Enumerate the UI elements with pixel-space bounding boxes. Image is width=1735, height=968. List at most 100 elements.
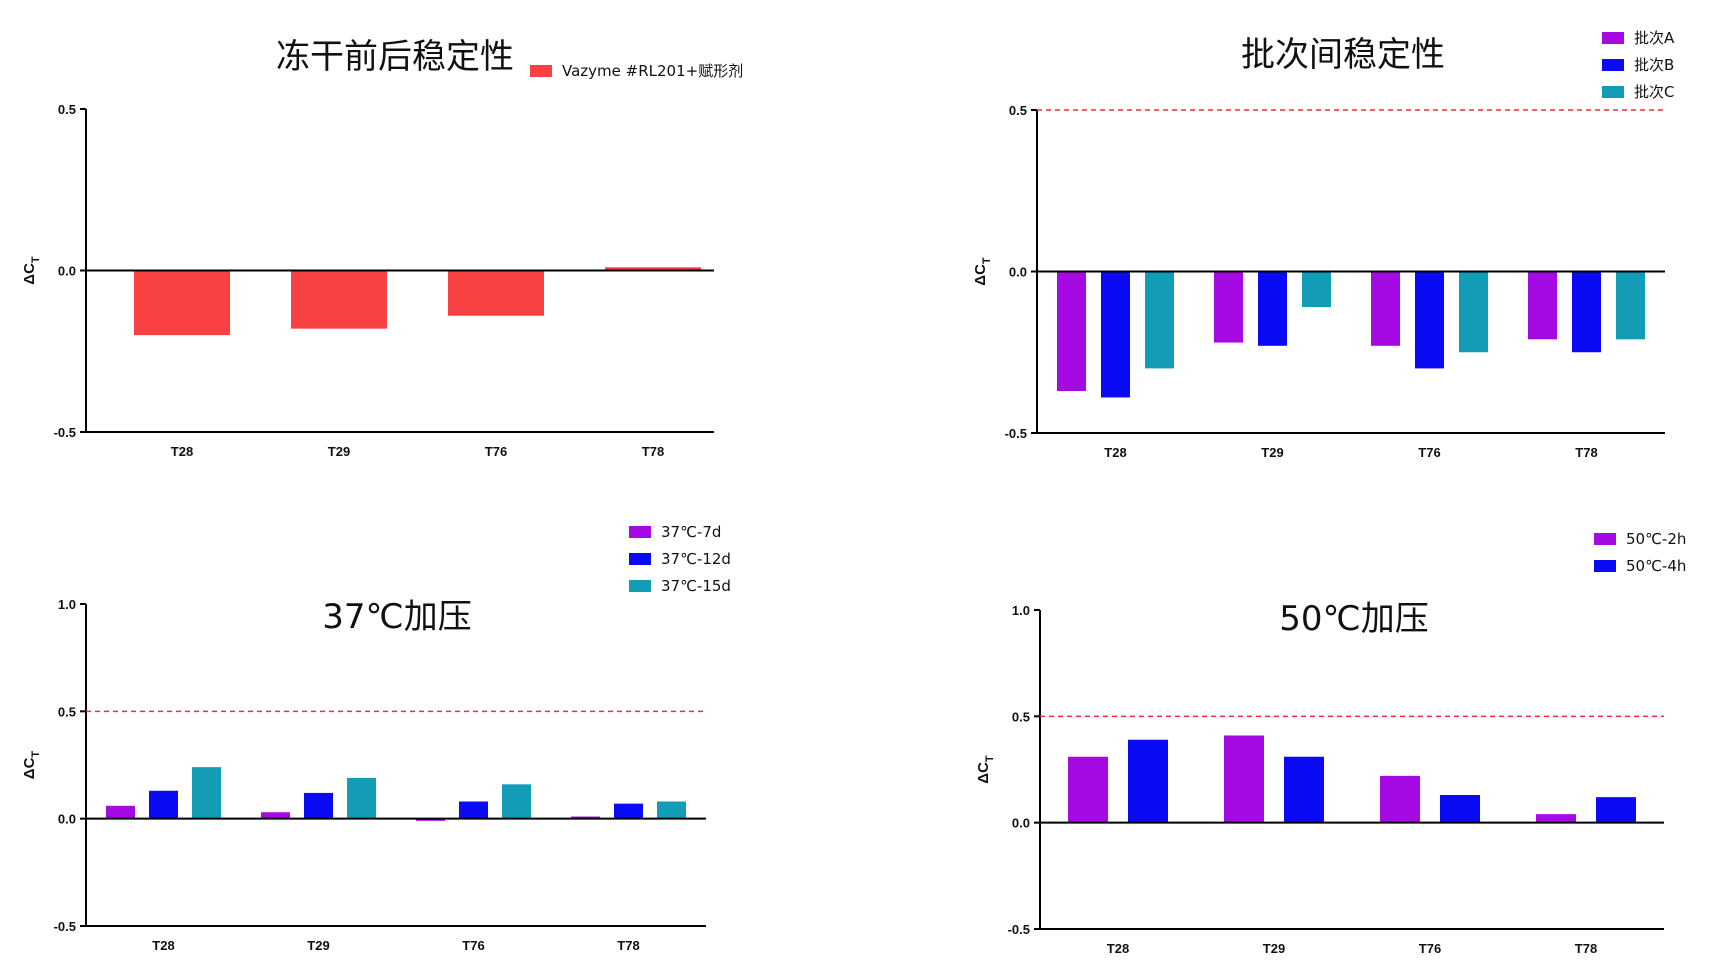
bar-T28-1: [1057, 271, 1086, 392]
y-axis-label-main: ΔC: [21, 263, 38, 285]
bar-T29-1: [1214, 271, 1243, 343]
y-tick-label: 0.0: [58, 264, 76, 279]
y-tick-label: -0.5: [54, 919, 76, 934]
chart-panel-50c: 50℃加压 -0.5 0.0 0.5 1.0 ΔCT T28 T29 T76 T78 50℃-2h 5…: [975, 530, 1686, 956]
bar-T28-2: [149, 790, 178, 819]
bar-T76-2: [1415, 271, 1444, 369]
legend-label: Vazyme #RL201+赋形剂: [562, 62, 743, 80]
legend-swatch: [1594, 533, 1616, 545]
bar-T76-1: [1371, 271, 1400, 346]
x-tick-label: T76: [462, 938, 484, 953]
bar-T76-2: [1440, 795, 1480, 823]
legend-swatch: [1594, 560, 1616, 572]
x-tick-label: T29: [307, 938, 329, 953]
bar-T76-1: [448, 270, 544, 316]
bar-T29-2: [1284, 756, 1324, 823]
y-axis-label-sub: T: [984, 755, 996, 762]
y-axis-label-sub: T: [981, 257, 993, 264]
legend-label: 批次B: [1634, 56, 1674, 74]
x-tick-label: T29: [328, 444, 350, 459]
bar-T29-3: [347, 777, 376, 819]
bar-T29-3: [1302, 271, 1331, 308]
x-tick-label: T78: [1575, 445, 1597, 460]
x-tick-label: T29: [1261, 445, 1283, 460]
legend-swatch: [629, 553, 651, 565]
bar-T28-3: [192, 767, 221, 819]
y-tick-label: 0.5: [58, 102, 76, 117]
y-tick-label: 0.5: [58, 704, 76, 719]
legend-label: 50℃-2h: [1626, 530, 1686, 548]
bar-T78-3: [657, 801, 686, 819]
legend-swatch: [1602, 32, 1624, 44]
bar-T78-3: [1616, 271, 1645, 340]
x-tick-label: T78: [642, 444, 664, 459]
bar-T78-2: [1596, 797, 1636, 823]
x-tick-label: T28: [1107, 941, 1129, 956]
y-axis-label-main: ΔC: [975, 762, 992, 784]
chart-panel-freeze-dry: 冻干前后稳定性 -0.5 0.0 0.5 ΔCT T28 T29 T76 T78 Vazyme #…: [21, 37, 743, 459]
legend-swatch: [629, 580, 651, 592]
legend-label: 37℃-7d: [661, 523, 721, 541]
chart-panel-batch: 批次间稳定性 -0.5 0.0 0.5 ΔCT T28 T29 T76 T78 批次A 批次B 批次C: [972, 29, 1675, 460]
chart-title: 冻干前后稳定性: [276, 37, 514, 77]
bar-T29-2: [1258, 271, 1287, 346]
bar-T29-2: [304, 792, 333, 819]
y-tick-label: -0.5: [54, 425, 76, 440]
chart-title: 50℃加压: [1279, 599, 1428, 639]
bar-T78-1: [1528, 271, 1557, 340]
bar-T29-1: [291, 270, 387, 329]
x-tick-label: T76: [485, 444, 507, 459]
y-tick-label: 0.5: [1012, 709, 1030, 724]
y-axis-label: ΔCT: [972, 257, 993, 286]
y-axis-label: ΔCT: [975, 755, 996, 784]
bar-T78-1: [571, 816, 600, 819]
y-tick-label: -0.5: [1008, 922, 1030, 937]
chart-title: 批次间稳定性: [1241, 35, 1445, 75]
bar-T28-1: [106, 805, 135, 819]
bar-T28-1: [1068, 756, 1108, 823]
bar-T29-1: [1224, 735, 1264, 823]
bar-T78-2: [1572, 271, 1601, 353]
legend-swatch: [530, 65, 552, 77]
x-tick-label: T28: [152, 938, 174, 953]
legend-label: 50℃-4h: [1626, 557, 1686, 575]
legend-label: 37℃-15d: [661, 577, 731, 595]
x-tick-label: T76: [1418, 445, 1440, 460]
y-axis-label: ΔCT: [21, 256, 42, 285]
x-tick-label: T28: [171, 444, 193, 459]
y-axis-label: ΔCT: [21, 751, 42, 780]
x-tick-label: T78: [617, 938, 639, 953]
legend-label: 37℃-12d: [661, 550, 731, 568]
x-tick-label: T78: [1575, 941, 1597, 956]
y-tick-label: 0.0: [58, 812, 76, 827]
bar-T29-1: [261, 812, 290, 819]
y-tick-label: 1.0: [58, 597, 76, 612]
y-axis-label-sub: T: [30, 256, 42, 263]
y-tick-label: 0.0: [1009, 265, 1027, 280]
legend-label: 批次C: [1634, 83, 1674, 101]
chart-title: 37℃加压: [322, 597, 471, 637]
bar-T76-2: [459, 801, 488, 819]
legend-swatch: [1602, 59, 1624, 71]
bar-T28-2: [1101, 271, 1130, 398]
y-tick-label: 0.0: [1012, 816, 1030, 831]
bar-T28-3: [1145, 271, 1174, 369]
x-tick-label: T29: [1263, 941, 1285, 956]
bar-T78-1: [605, 267, 701, 271]
bar-T28-2: [1128, 739, 1168, 823]
bar-T76-3: [502, 784, 531, 819]
bar-T78-1: [1536, 814, 1576, 823]
bar-T76-3: [1459, 271, 1488, 353]
bar-T28-1: [134, 270, 230, 336]
legend-label: 批次A: [1634, 29, 1675, 47]
legend-swatch: [629, 526, 651, 538]
y-axis-label-main: ΔC: [972, 264, 989, 286]
bar-T76-1: [416, 818, 445, 821]
y-tick-label: 1.0: [1012, 603, 1030, 618]
legend-swatch: [1602, 86, 1624, 98]
x-tick-label: T28: [1104, 445, 1126, 460]
chart-panel-37c: 37℃加压 -0.5 0.0 0.5 1.0 ΔCT T28 T29 T76 T78 37℃-7d 3…: [21, 523, 731, 953]
y-axis-label-sub: T: [30, 751, 42, 758]
x-tick-label: T76: [1419, 941, 1441, 956]
